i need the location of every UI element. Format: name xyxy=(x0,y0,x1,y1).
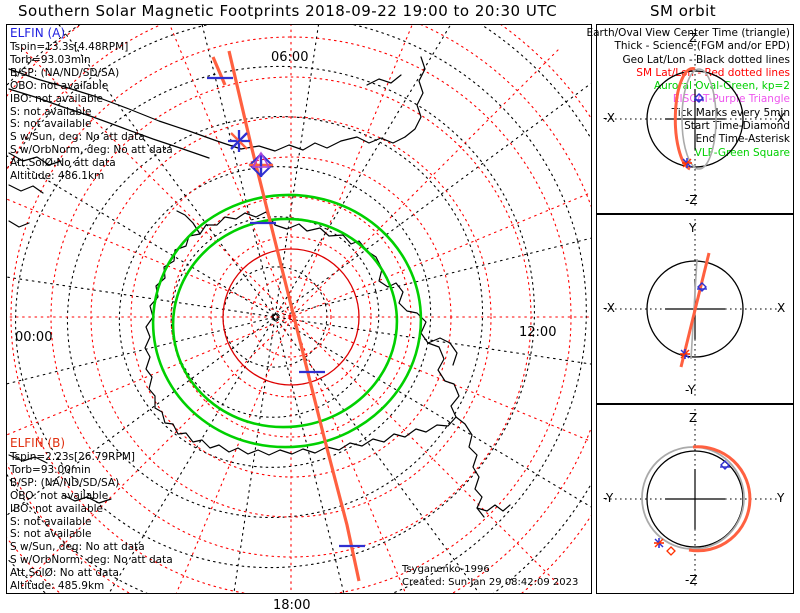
axis-label-yz-top: Z xyxy=(689,411,698,425)
end-marker-xz xyxy=(682,158,692,168)
start-time-diamond-marker xyxy=(248,152,274,178)
tick-marks xyxy=(207,76,365,548)
page-title: Southern Solar Magnetic Footprints 2018-… xyxy=(18,2,558,20)
elfin-a-obo: OBO: not available xyxy=(10,79,109,92)
end-marker-diamond-yz xyxy=(666,546,676,556)
elfin-b-torb: Torb=93.00min xyxy=(10,463,91,476)
start-marker-xy xyxy=(697,282,707,292)
clock-label-midnight: 00:00 xyxy=(15,330,53,345)
coastline xyxy=(8,56,511,518)
sm-orbit-xy-graphic xyxy=(605,219,785,399)
sm-orbit-xy-panel[interactable]: Y -X X -Y xyxy=(596,214,794,404)
clock-label-noon: 12:00 xyxy=(519,325,557,340)
axis-label-xy-top: Y xyxy=(689,221,697,235)
elfin-b-s2: S: not available xyxy=(10,528,92,541)
orbit-track xyxy=(211,50,361,582)
sm-grid xyxy=(7,25,591,593)
legend-item-view-center-time: Earth/Oval View Center Time (triangle) xyxy=(586,27,790,39)
orbit-track-yz xyxy=(688,445,752,553)
elfin-a-orbnorm: S w/OrbNorm, deg: No att data xyxy=(10,144,173,157)
end-marker-xy xyxy=(680,349,690,359)
elfin-b-attsol: Att.SolØ: No att data xyxy=(10,567,119,580)
axis-label-xz-top: Z xyxy=(689,31,698,45)
axis-label-xz-left: -X xyxy=(603,111,615,125)
clock-label-dawn: 06:00 xyxy=(271,50,309,65)
sm-orbit-yz-panel[interactable]: Z -Y Y -Z xyxy=(596,404,794,594)
elfin-b-orbnorm: S w/OrbNorm, deg: No att data xyxy=(10,554,173,567)
sm-orbit-title: SM orbit xyxy=(650,2,717,20)
earth-disc xyxy=(646,450,744,548)
elfin-a-ibo: IBO: not available xyxy=(10,92,103,105)
legend-item-tick-marks: Tick Marks every 5min xyxy=(671,106,790,119)
screenshot-root: Southern Solar Magnetic Footprints 2018-… xyxy=(6,2,794,613)
elfin-b-info-block: ELFIN (B) Tspin=2.23s[26.79RPM] Torb=93.… xyxy=(10,436,173,593)
axis-label-xz-right: X xyxy=(777,111,786,125)
earth-disc xyxy=(646,260,744,358)
elfin-a-s2: S: not available xyxy=(10,118,92,131)
sm-orbit-xz-graphic xyxy=(605,29,785,209)
axis-label-xy-left: -X xyxy=(603,301,615,315)
end-time-asterisk-marker xyxy=(228,130,250,152)
elfin-b-ibo: IBO: not available xyxy=(10,502,103,515)
elfin-a-label: ELFIN (A) xyxy=(10,26,66,40)
credits-block: Tsyganenko-1996 Created: Sun Jan 29 08:4… xyxy=(402,563,578,589)
elfin-a-sun: S w/Sun, deg: No att data xyxy=(10,131,145,144)
orbit-track-xy xyxy=(679,252,711,368)
orbit-track-xz xyxy=(673,66,696,171)
start-marker-xz xyxy=(694,93,704,103)
elfin-a-tspin: Tspin=13.3s[4.48RPM] xyxy=(10,41,129,53)
elfin-b-label: ELFIN (B) xyxy=(10,436,66,450)
elfin-a-attsol: Att.SolØ:No att data xyxy=(10,157,116,170)
legend-item-geo-latlon: Geo Lat/Lon - Black dotted lines xyxy=(622,53,790,66)
elfin-a-info-block: ELFIN (A) Tspin=13.3s[4.48RPM] Torb=93.0… xyxy=(10,26,173,183)
sm-orbit-yz-graphic xyxy=(605,409,785,589)
eiscat-purple-triangle xyxy=(251,151,271,168)
legend-item-thick-science: Thick - Science (FGM and/or EPD) xyxy=(614,40,790,53)
elfin-a-torb: Torb=93.03min xyxy=(10,53,91,66)
elfin-a-s1: S: not available xyxy=(10,105,92,118)
created-date: Created: Sun Jan 29 08:42:09 2023 xyxy=(402,577,579,588)
orbit-reference-circle xyxy=(641,446,745,550)
legend-item-start-time: Start Time-Diamond xyxy=(684,120,790,133)
elfin-b-bsp: B/SP: (NA/ND/SD/SA) xyxy=(10,476,120,489)
sm-orbit-xz-panel[interactable]: Z -X X -Z xyxy=(596,24,794,214)
elfin-b-s1: S: not available xyxy=(10,515,92,528)
elfin-b-sun: S w/Sun, deg: No att data xyxy=(10,541,145,554)
elfin-a-altitude: Altitude: 486.1km xyxy=(10,170,105,183)
axis-label-xz-bottom: -Z xyxy=(685,193,698,207)
polar-map-panel[interactable]: 00:00 12:00 06:00 18:00 xyxy=(6,24,592,613)
sm-solid-circles xyxy=(222,248,360,386)
axis-label-xy-bottom: -Y xyxy=(685,383,696,397)
polar-map-graphic xyxy=(7,25,591,593)
elfin-a-bsp: B/SP: (NA/ND/SD/SA) xyxy=(10,66,120,79)
model-name: Tsyganenko-1996 xyxy=(402,564,490,575)
elfin-b-obo: OBO: not available xyxy=(10,489,109,502)
axis-label-yz-left: -Y xyxy=(603,491,614,505)
start-marker-yz xyxy=(720,460,730,470)
axis-label-xy-right: X xyxy=(777,301,786,315)
end-marker-yz xyxy=(654,538,664,548)
legend-item-vlf: VLF-Green Square xyxy=(694,146,790,159)
axis-label-yz-right: Y xyxy=(777,491,785,505)
elfin-b-altitude: Altitude: 485.9km xyxy=(10,580,105,593)
orbit-reference-ellipse xyxy=(681,68,717,170)
elfin-b-tspin: Tspin=2.23s[26.79RPM] xyxy=(10,451,135,463)
clock-label-dusk: 18:00 xyxy=(273,598,311,613)
legend-item-end-time: End Time-Asterisk xyxy=(695,133,790,146)
auroral-oval xyxy=(151,193,423,449)
axis-label-yz-bottom: -Z xyxy=(685,573,698,587)
